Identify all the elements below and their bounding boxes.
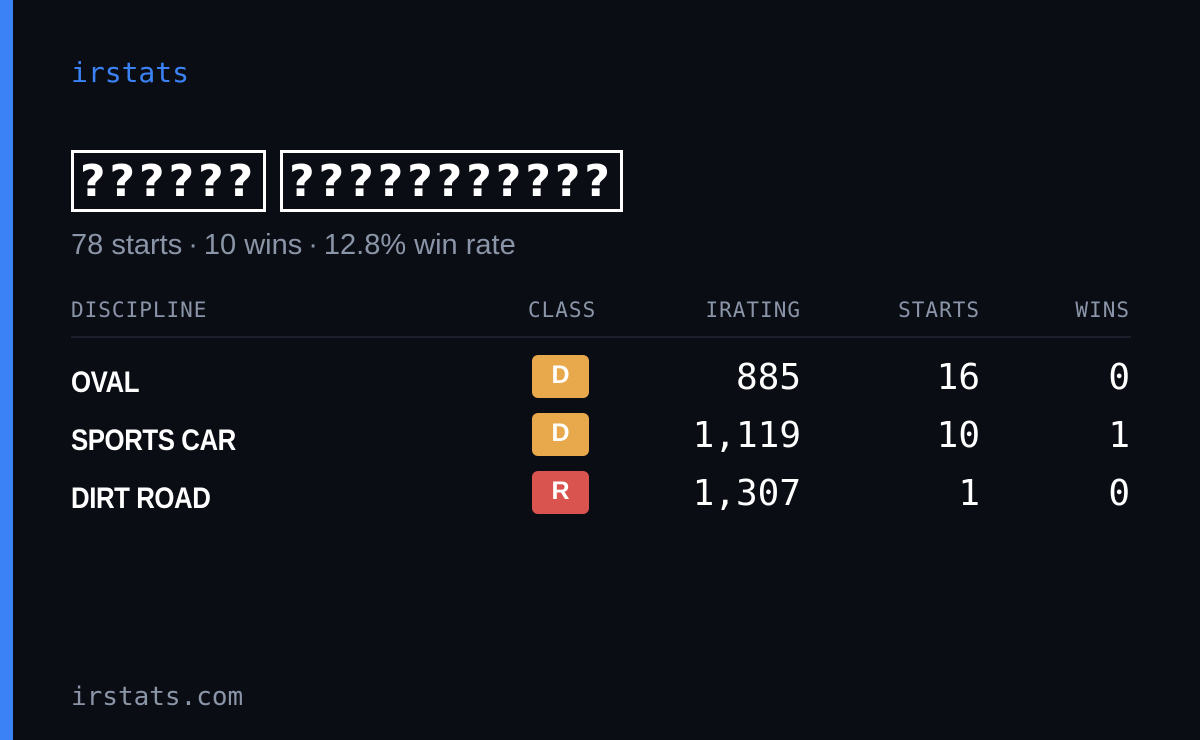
summary-starts: 78 starts	[71, 229, 183, 261]
row-wins: 0	[1108, 473, 1130, 514]
row-wins: 0	[1108, 357, 1130, 398]
license-class-badge: R	[532, 471, 589, 514]
summary-separator: ·	[188, 229, 198, 261]
career-summary: 78 starts · 10 wins · 12.8% win rate	[71, 228, 516, 262]
row-irating: 1,307	[692, 473, 801, 514]
driver-first-name: ??????	[71, 150, 267, 212]
summary-win-rate: 12.8% win rate	[323, 229, 516, 261]
driver-name: ?????? ???????????	[71, 150, 623, 212]
table-row: SPORTS CAR D 1,119 10 1	[71, 396, 1131, 457]
row-starts: 16	[936, 357, 980, 398]
license-class-badge: D	[532, 355, 589, 398]
header-class: CLASS	[528, 298, 597, 322]
row-starts: 10	[936, 415, 980, 456]
brand-logo-text: irstats	[71, 56, 190, 89]
table-row: DIRT ROAD R 1,307 1 0	[71, 454, 1131, 515]
accent-bar	[0, 0, 13, 740]
discipline-table: DISCIPLINE CLASS IRATING STARTS WINS OVA…	[71, 298, 1131, 515]
summary-wins: 10 wins	[203, 229, 303, 261]
summary-separator: ·	[308, 229, 318, 261]
row-irating: 1,119	[692, 415, 801, 456]
header-starts: STARTS	[898, 298, 980, 322]
row-discipline: DIRT ROAD	[71, 482, 211, 515]
row-wins: 1	[1108, 415, 1130, 456]
row-irating: 885	[735, 357, 801, 398]
license-class-badge: D	[532, 413, 589, 456]
footer-url: irstats.com	[71, 682, 244, 712]
row-discipline: OVAL	[71, 366, 140, 399]
row-starts: 1	[958, 473, 980, 514]
header-wins: WINS	[1075, 298, 1130, 322]
header-discipline: DISCIPLINE	[71, 298, 208, 322]
table-header: DISCIPLINE CLASS IRATING STARTS WINS	[71, 298, 1131, 338]
row-discipline: SPORTS CAR	[71, 424, 236, 457]
header-irating: IRATING	[705, 298, 801, 322]
table-row: OVAL D 885 16 0	[71, 338, 1131, 399]
driver-last-name: ???????????	[280, 150, 623, 212]
